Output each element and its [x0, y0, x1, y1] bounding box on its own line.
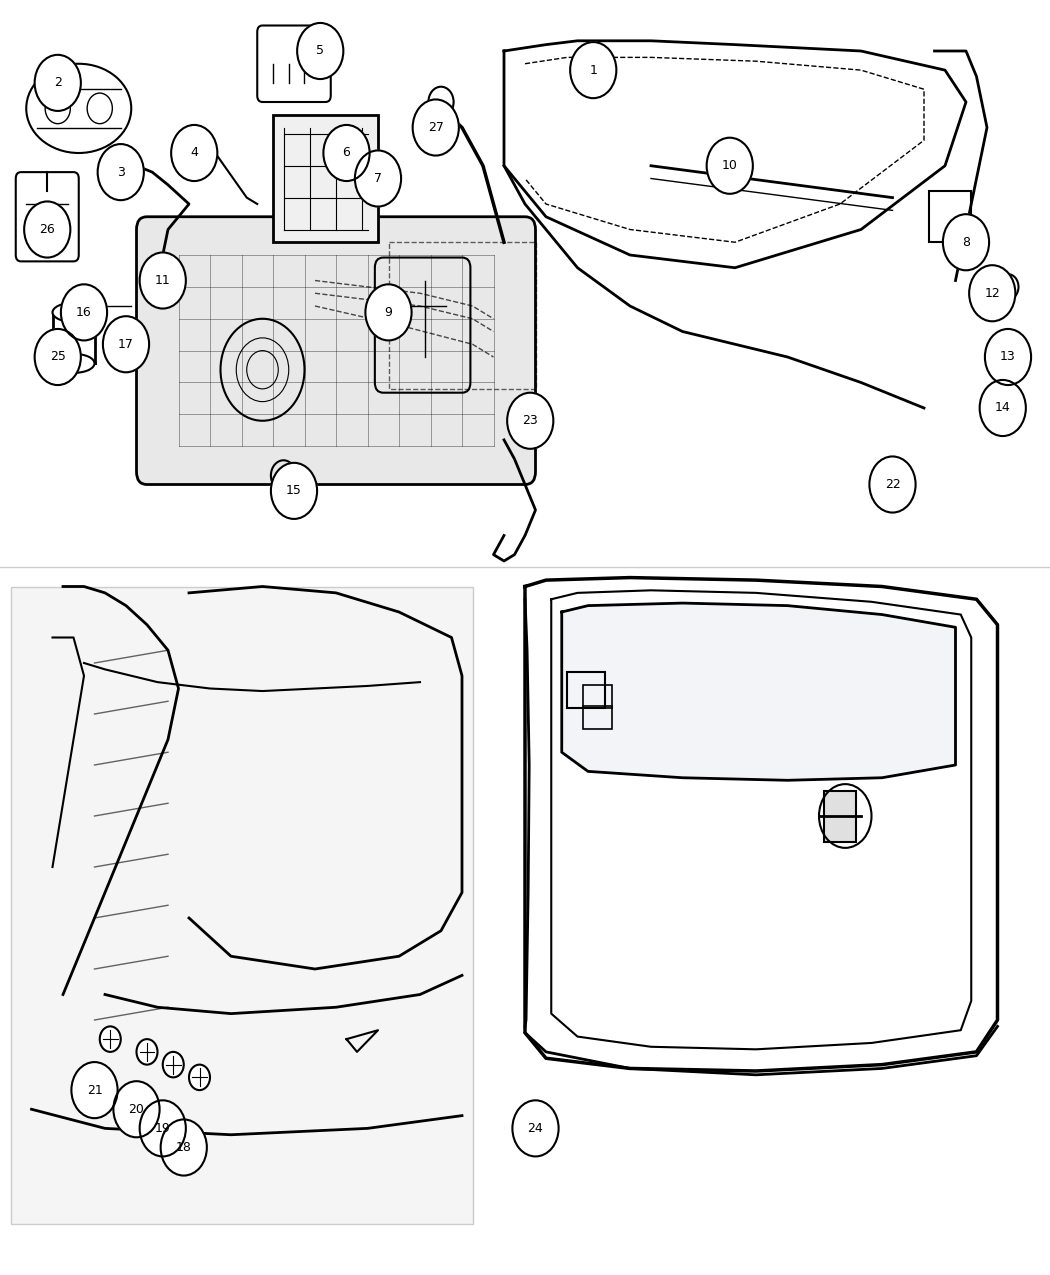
- Text: 8: 8: [962, 236, 970, 249]
- Circle shape: [140, 252, 186, 309]
- Text: 27: 27: [427, 121, 444, 134]
- Text: 2: 2: [54, 76, 62, 89]
- Circle shape: [413, 99, 459, 156]
- Circle shape: [323, 125, 370, 181]
- Bar: [10, 586, 472, 1224]
- Circle shape: [61, 284, 107, 340]
- Circle shape: [35, 329, 81, 385]
- Circle shape: [869, 456, 916, 513]
- Bar: [583, 706, 612, 729]
- Text: 13: 13: [1000, 351, 1016, 363]
- Ellipse shape: [52, 354, 94, 372]
- Text: 23: 23: [523, 414, 538, 427]
- Circle shape: [113, 1081, 160, 1137]
- Text: 19: 19: [155, 1122, 170, 1135]
- Ellipse shape: [52, 303, 94, 323]
- Circle shape: [271, 463, 317, 519]
- Circle shape: [100, 1026, 121, 1052]
- Circle shape: [24, 201, 70, 258]
- Circle shape: [98, 144, 144, 200]
- Polygon shape: [562, 603, 956, 780]
- Text: 12: 12: [985, 287, 1000, 300]
- Bar: [583, 685, 612, 708]
- Circle shape: [570, 42, 616, 98]
- Text: 24: 24: [527, 1122, 544, 1135]
- Text: 20: 20: [128, 1103, 145, 1116]
- Circle shape: [136, 1039, 158, 1065]
- Circle shape: [355, 150, 401, 207]
- Circle shape: [985, 329, 1031, 385]
- Text: 14: 14: [995, 402, 1010, 414]
- Circle shape: [943, 214, 989, 270]
- Circle shape: [297, 23, 343, 79]
- Text: 21: 21: [86, 1084, 103, 1096]
- Circle shape: [103, 316, 149, 372]
- Circle shape: [969, 265, 1015, 321]
- Circle shape: [980, 380, 1026, 436]
- Circle shape: [707, 138, 753, 194]
- Bar: [929, 191, 971, 242]
- Text: 1: 1: [589, 64, 597, 76]
- Text: 26: 26: [40, 223, 55, 236]
- Text: 7: 7: [374, 172, 382, 185]
- FancyBboxPatch shape: [136, 217, 536, 484]
- Circle shape: [171, 125, 217, 181]
- Text: 17: 17: [118, 338, 134, 351]
- Text: 6: 6: [342, 147, 351, 159]
- Bar: [273, 115, 378, 242]
- Text: 15: 15: [286, 484, 302, 497]
- Text: 5: 5: [316, 45, 324, 57]
- Text: 16: 16: [76, 306, 92, 319]
- Text: 22: 22: [884, 478, 901, 491]
- Bar: [824, 790, 856, 842]
- Circle shape: [507, 393, 553, 449]
- Circle shape: [365, 284, 412, 340]
- Circle shape: [35, 55, 81, 111]
- Circle shape: [512, 1100, 559, 1156]
- Text: 11: 11: [155, 274, 170, 287]
- Circle shape: [161, 1119, 207, 1176]
- Circle shape: [189, 1065, 210, 1090]
- Text: 9: 9: [384, 306, 393, 319]
- Text: 10: 10: [721, 159, 738, 172]
- Text: 4: 4: [190, 147, 198, 159]
- Circle shape: [163, 1052, 184, 1077]
- Text: 18: 18: [175, 1141, 192, 1154]
- Bar: [567, 672, 605, 708]
- Text: 3: 3: [117, 166, 125, 178]
- Text: 25: 25: [49, 351, 66, 363]
- Circle shape: [140, 1100, 186, 1156]
- Circle shape: [71, 1062, 118, 1118]
